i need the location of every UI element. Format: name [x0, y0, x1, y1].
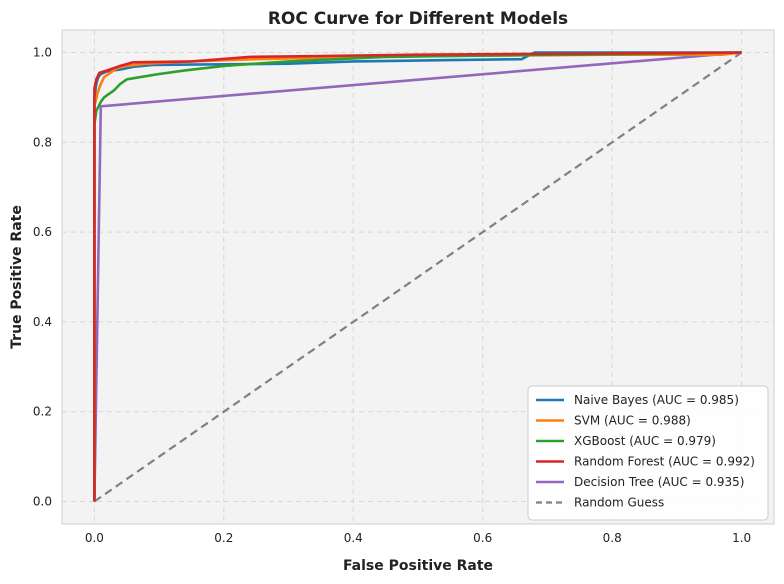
y-tick-label: 0.2: [33, 405, 52, 419]
legend-entry-label: SVM (AUC = 0.988): [574, 414, 691, 428]
x-tick-label: 0.0: [85, 531, 104, 545]
y-axis-ticks: 0.0 0.2 0.4 0.6 0.8 1.0: [33, 45, 52, 508]
legend: Naive Bayes (AUC = 0.985) SVM (AUC = 0.98…: [527, 385, 769, 521]
series-line-3: [93, 51, 742, 502]
legend-entry-label: Decision Tree (AUC = 0.935): [574, 475, 745, 489]
chart-title: ROC Curve for Different Models: [268, 9, 568, 29]
series-line-4: [93, 51, 742, 502]
series-line-5: [93, 51, 743, 503]
x-axis-label: False Positive Rate: [343, 558, 493, 574]
series-line-2: [93, 51, 742, 502]
series-lines: [93, 51, 743, 503]
y-tick-label: 1.0: [33, 45, 52, 59]
y-tick-label: 0.8: [33, 135, 52, 149]
x-tick-label: 0.6: [473, 531, 492, 545]
legend-entry-label: Naive Bayes (AUC = 0.985): [574, 393, 739, 407]
x-tick-label: 1.0: [732, 531, 751, 545]
x-tick-label: 0.8: [603, 531, 622, 545]
x-axis-ticks: 0.0 0.2 0.4 0.6 0.8 1.0: [85, 531, 751, 545]
x-tick-label: 0.2: [214, 531, 233, 545]
y-tick-label: 0.4: [33, 315, 52, 329]
y-tick-label: 0.0: [33, 495, 52, 509]
legend-entry-label: Random Forest (AUC = 0.992): [574, 455, 755, 469]
legend-box: [527, 385, 769, 521]
x-tick-label: 0.4: [344, 531, 363, 545]
legend-entry-label: Random Guess: [574, 496, 664, 510]
legend-entry-label: XGBoost (AUC = 0.979): [574, 434, 716, 448]
y-axis-label: True Positive Rate: [9, 205, 25, 349]
y-tick-label: 0.6: [33, 225, 52, 239]
